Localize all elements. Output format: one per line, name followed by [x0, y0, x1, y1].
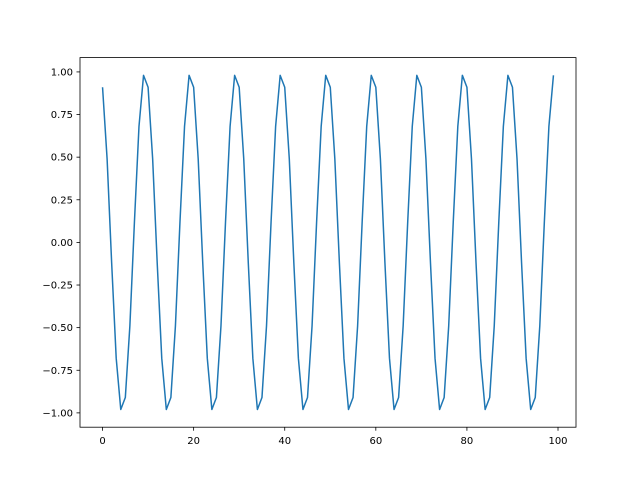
y-tick-label: −1.00 — [42, 408, 73, 419]
y-tick-label: −0.75 — [42, 366, 73, 377]
series-line — [101, 74, 555, 411]
x-tick-label: 40 — [278, 436, 291, 447]
x-tick-label: 60 — [369, 436, 382, 447]
y-tick-label: 0.50 — [51, 153, 73, 164]
y-tick-label: 0.00 — [51, 238, 73, 249]
y-tick-label: 0.75 — [51, 110, 73, 121]
x-tick-label: 100 — [548, 436, 567, 447]
y-tick-label: −0.25 — [42, 281, 73, 292]
x-tick-label: 0 — [99, 436, 105, 447]
y-tick-label: 1.00 — [51, 67, 73, 78]
x-tick-label: 80 — [461, 436, 474, 447]
series-lines — [101, 74, 555, 411]
y-tick-label: −0.50 — [42, 323, 73, 334]
y-tick-label: 0.25 — [51, 195, 73, 206]
x-tick-label: 20 — [187, 436, 200, 447]
plot-frame — [79, 57, 577, 428]
axis-ticks: 0 20 40 60 80 100 −1.00 −0.75 −0.50 −0.25 0.00 0.25… — [42, 67, 567, 447]
